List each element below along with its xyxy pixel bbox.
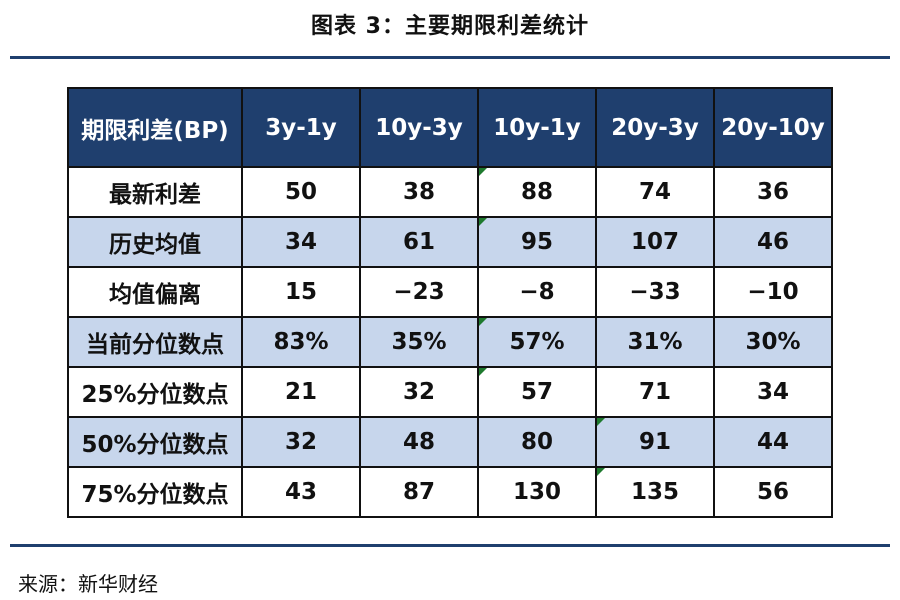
table-cell: 83% — [241, 316, 361, 368]
row-label: 25%分位数点 — [67, 366, 243, 418]
source-note: 来源：新华财经 — [18, 572, 158, 596]
row-label: 均值偏离 — [67, 266, 243, 318]
table-cell: 56 — [713, 466, 833, 518]
table-row: 历史均值 34 61 95 107 46 — [67, 216, 833, 268]
table-cell: 88 — [477, 166, 597, 218]
table-cell: 30% — [713, 316, 833, 368]
table-cell: 32 — [359, 366, 479, 418]
table-row: 最新利差 50 38 88 74 36 — [67, 166, 833, 218]
table-cell: −10 — [713, 266, 833, 318]
table-cell: 46 — [713, 216, 833, 268]
table-cell: 80 — [477, 416, 597, 468]
header-cell: 10y-3y — [359, 87, 479, 168]
table-cell: −23 — [359, 266, 479, 318]
table-row: 25%分位数点 21 32 57 71 34 — [67, 366, 833, 418]
table-cell: 21 — [241, 366, 361, 418]
table-cell: 130 — [477, 466, 597, 518]
table-cell: 36 — [713, 166, 833, 218]
table-cell: 71 — [595, 366, 715, 418]
table-row: 当前分位数点 83% 35% 57% 31% 30% — [67, 316, 833, 368]
header-cell: 20y-10y — [713, 87, 833, 168]
row-label: 当前分位数点 — [67, 316, 243, 368]
row-label: 历史均值 — [67, 216, 243, 268]
table-cell: 32 — [241, 416, 361, 468]
table-row: 均值偏离 15 −23 −8 −33 −10 — [67, 266, 833, 318]
table-cell: 91 — [595, 416, 715, 468]
table-row: 75%分位数点 43 87 130 135 56 — [67, 466, 833, 518]
header-cell: 3y-1y — [241, 87, 361, 168]
row-label: 最新利差 — [67, 166, 243, 218]
table-cell: 57% — [477, 316, 597, 368]
bottom-rule — [10, 544, 890, 547]
table-cell: 107 — [595, 216, 715, 268]
table-cell: 34 — [241, 216, 361, 268]
table-cell: 43 — [241, 466, 361, 518]
table-row: 50%分位数点 32 48 80 91 44 — [67, 416, 833, 468]
header-cell: 10y-1y — [477, 87, 597, 168]
table-cell: 38 — [359, 166, 479, 218]
table-cell: 48 — [359, 416, 479, 468]
table-cell: 95 — [477, 216, 597, 268]
table-cell: −8 — [477, 266, 597, 318]
table-cell: 74 — [595, 166, 715, 218]
table-cell: 31% — [595, 316, 715, 368]
table-cell: 15 — [241, 266, 361, 318]
table-cell: 35% — [359, 316, 479, 368]
row-label: 50%分位数点 — [67, 416, 243, 468]
table-cell: −33 — [595, 266, 715, 318]
row-label: 75%分位数点 — [67, 466, 243, 518]
top-rule — [10, 56, 890, 59]
header-cell: 20y-3y — [595, 87, 715, 168]
spread-stats-table: 期限利差(BP) 3y-1y 10y-3y 10y-1y 20y-3y 20y-… — [67, 87, 833, 518]
table-cell: 50 — [241, 166, 361, 218]
header-cell: 期限利差(BP) — [67, 87, 243, 168]
table-cell: 57 — [477, 366, 597, 418]
table-cell: 61 — [359, 216, 479, 268]
table-cell: 135 — [595, 466, 715, 518]
table-cell: 87 — [359, 466, 479, 518]
figure-title: 图表 3：主要期限利差统计 — [311, 14, 589, 39]
table-cell: 44 — [713, 416, 833, 468]
table-header-row: 期限利差(BP) 3y-1y 10y-3y 10y-1y 20y-3y 20y-… — [67, 87, 833, 168]
table-cell: 34 — [713, 366, 833, 418]
